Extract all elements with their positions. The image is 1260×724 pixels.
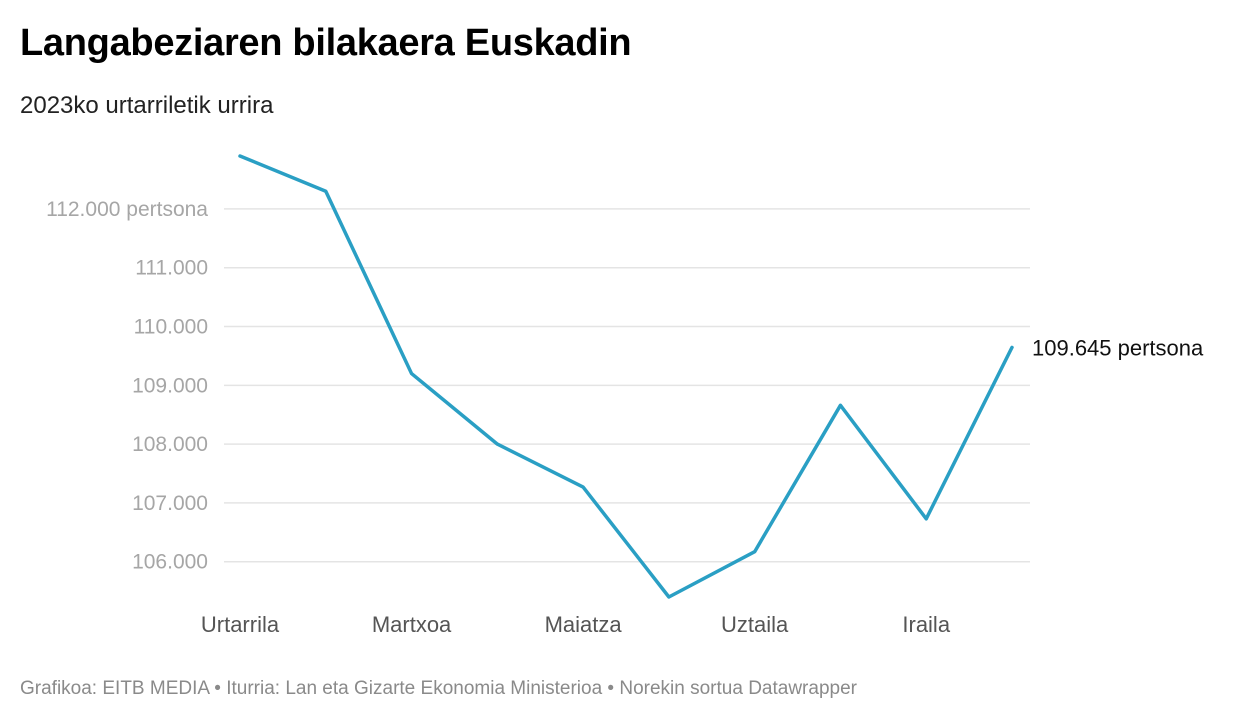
chart-title: Langabeziaren bilakaera Euskadin bbox=[20, 22, 632, 64]
x-tick-label: Maiatza bbox=[545, 612, 623, 637]
x-tick-label: Uztaila bbox=[721, 612, 789, 637]
y-tick-label: 112.000 pertsona bbox=[46, 198, 208, 221]
chart-subtitle: 2023ko urtarriletik urrira bbox=[20, 92, 274, 119]
x-tick-label: Martxoa bbox=[372, 612, 452, 637]
y-tick-label: 108.000 bbox=[132, 433, 208, 456]
x-tick-label: Iraila bbox=[902, 612, 950, 637]
y-tick-label: 109.000 bbox=[132, 374, 208, 397]
y-tick-label: 110.000 bbox=[134, 316, 208, 339]
x-tick-label: Urtarrila bbox=[201, 612, 280, 637]
y-tick-label: 107.000 bbox=[132, 492, 208, 515]
chart-footer-credits: Grafikoa: EITB MEDIA • Iturria: Lan eta … bbox=[20, 678, 857, 699]
y-tick-label: 106.000 bbox=[132, 551, 208, 574]
gridlines bbox=[224, 208, 1030, 563]
y-axis-ticks: 106.000 107.000 108.000 109.000 110.000 111.0… bbox=[46, 198, 208, 574]
line-chart: 106.000 107.000 108.000 109.000 110.000 111.0… bbox=[46, 154, 1204, 637]
y-tick-label: 111.000 bbox=[135, 257, 208, 280]
annotation-layer: 109.645 pertsona bbox=[1032, 335, 1204, 360]
series-line bbox=[238, 154, 1014, 599]
end-value-label: 109.645 pertsona bbox=[1032, 335, 1204, 360]
x-axis-ticks: Urtarrila Martxoa Maiatza Uztaila Iraila bbox=[201, 612, 951, 637]
series-layer bbox=[238, 154, 1014, 599]
